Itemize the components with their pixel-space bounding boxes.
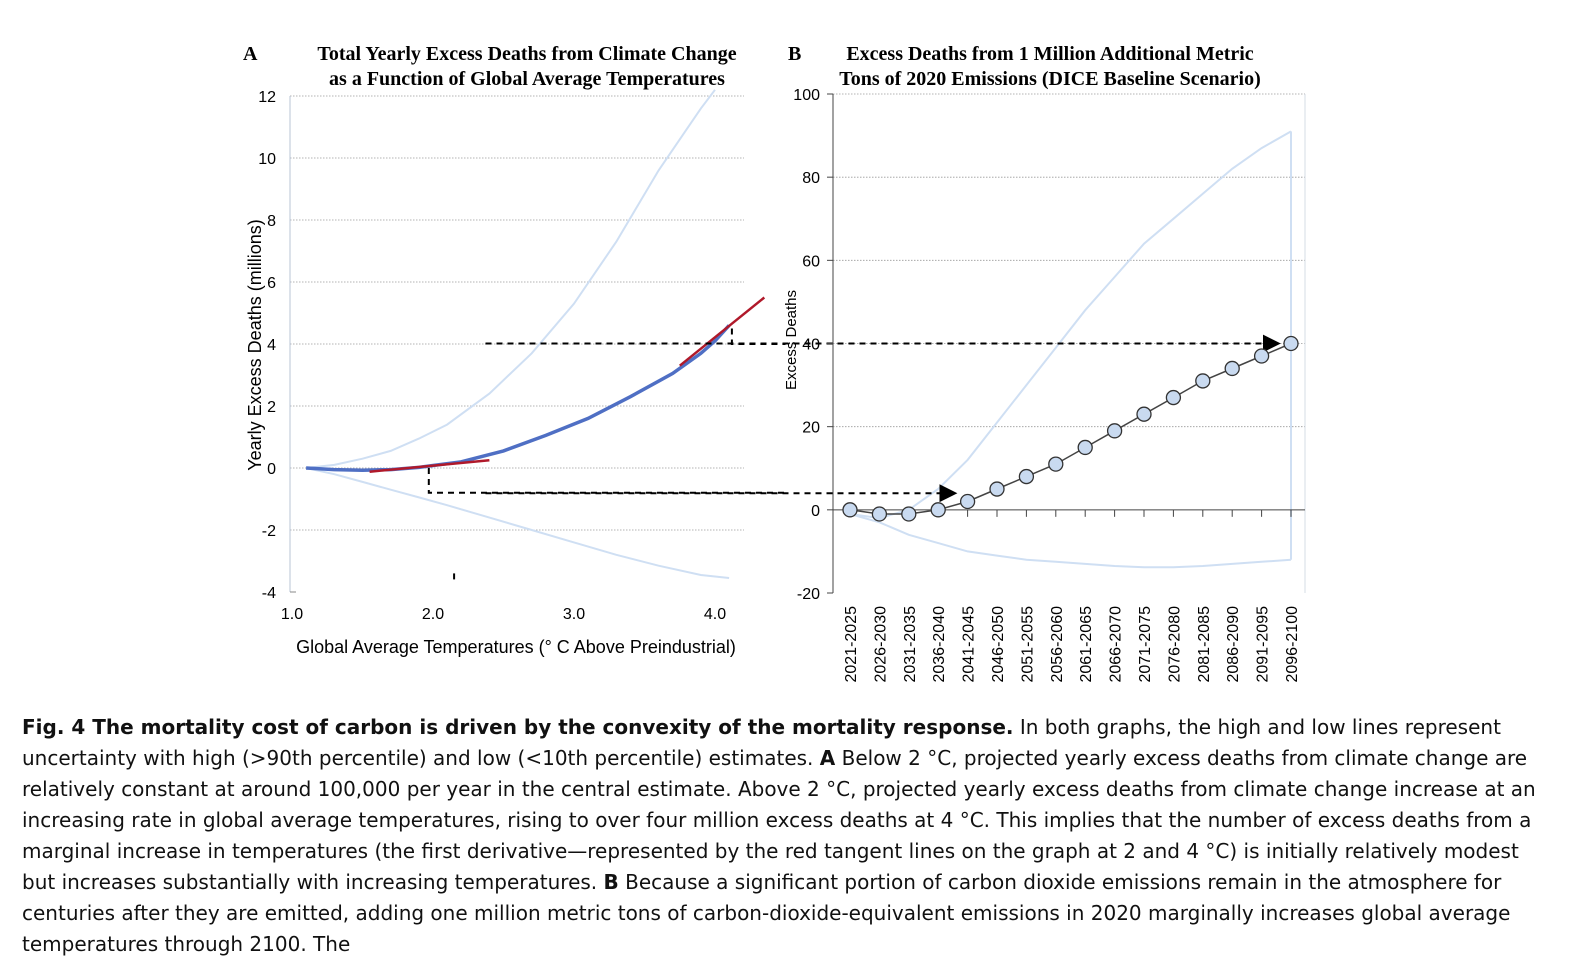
panel-a-y-tick-label: 8 <box>267 213 276 230</box>
panel-b-y-tick-label: -20 <box>797 586 820 603</box>
panel-b-y-tick-label: 0 <box>811 503 820 520</box>
panel-b-x-tick-label: 2066-2070 <box>1108 606 1125 683</box>
panel-a-letter: A <box>243 43 258 65</box>
panel-a-title-line1: Total Yearly Excess Deaths from Climate … <box>317 43 736 65</box>
panel-b-x-tick-label: 2076-2080 <box>1166 606 1183 683</box>
caption-label-a: A <box>820 746 835 770</box>
panel-b-guide-arrows <box>486 344 1280 494</box>
panel-a-tangent-lines <box>370 298 765 472</box>
panel-a-central-line <box>306 325 729 470</box>
panel-b-x-tick-label: 2086-2090 <box>1225 606 1242 683</box>
panel-a-axes: 12 10 8 6 4 2 0 -2 -4 1.0 2.0 3.0 4.0 <box>258 89 726 623</box>
panel-b-data-point <box>1196 374 1210 388</box>
panel-a-y-tick-label: 6 <box>267 275 276 292</box>
panel-a-low-estimate-line <box>306 468 729 578</box>
panel-b-y-tick-label: 80 <box>802 170 820 187</box>
panel-b-letter: B <box>788 43 801 65</box>
panel-b-y-tick-label: 60 <box>802 253 820 270</box>
panel-b-uncertainty-lines <box>850 131 1291 567</box>
panel-a-guide-line <box>429 468 786 493</box>
panel-b-data-point <box>1255 349 1269 363</box>
figure-4-charts: A Total Yearly Excess Deaths from Climat… <box>0 0 1591 700</box>
panel-b-x-tick-label: 2071-2075 <box>1137 606 1154 683</box>
panel-a-y-tick-label: -4 <box>262 585 276 602</box>
panel-a-guide-line <box>732 329 786 345</box>
panel-b-y-tick-label: 100 <box>793 87 820 104</box>
panel-b-data-point <box>1284 337 1298 351</box>
panel-a-y-tick-label: 12 <box>258 89 276 106</box>
panel-b-high-estimate-line <box>850 131 1291 518</box>
panel-b-x-tick-label: 2051-2055 <box>1019 606 1036 683</box>
panel-b-data-point <box>1137 407 1151 421</box>
panel-b-x-tick-label: 2096-2100 <box>1284 606 1301 683</box>
panel-a-x-tick-label: 2.0 <box>422 606 444 623</box>
panel-b-x-tick-label: 2031-2035 <box>902 606 919 683</box>
panel-b-x-tick-label: 2081-2085 <box>1196 606 1213 683</box>
panel-b-y-tick-label: 20 <box>802 420 820 437</box>
panel-a-tangent-line <box>680 298 765 366</box>
panel-b-data-point <box>843 503 857 517</box>
panel-b-data-point <box>902 507 916 521</box>
panel-a-y-tick-label: 2 <box>267 399 276 416</box>
panel-a-x-tick-label: 4.0 <box>704 606 726 623</box>
panel-a-x-axis-label: Global Average Temperatures (° C Above P… <box>296 637 736 657</box>
panel-a-y-tick-label: 4 <box>267 337 276 354</box>
panel-b-central-series <box>843 337 1298 521</box>
panel-a-gridlines <box>290 96 744 530</box>
panel-b-axes: 100 80 60 40 20 0 -20 2021-2025 2026-2030 2031-20… <box>793 87 1305 683</box>
caption-label-b: B <box>604 870 619 894</box>
caption-title: Fig. 4 The mortality cost of carbon is d… <box>22 715 1014 739</box>
panel-a-high-estimate-line <box>306 90 715 468</box>
panel-a-y-axis-label: Yearly Excess Deaths (millions) <box>245 219 265 470</box>
panel-b-title-line1: Excess Deaths from 1 Million Additional … <box>846 43 1253 65</box>
panel-b-x-tick-label: 2056-2060 <box>1049 606 1066 683</box>
panel-a-uncertainty-lines <box>306 90 729 578</box>
panel-a-title-line2: as a Function of Global Average Temperat… <box>329 68 725 90</box>
panel-b-x-tick-label: 2091-2095 <box>1255 606 1272 683</box>
figure-caption: Fig. 4 The mortality cost of carbon is d… <box>22 712 1552 960</box>
panel-b-x-tick-label: 2061-2065 <box>1078 606 1095 683</box>
panel-b-data-point <box>1078 440 1092 454</box>
panel-b-data-point <box>990 482 1004 496</box>
panel-b-x-tick-label: 2041-2045 <box>961 606 978 683</box>
panel-b-title-line2: Tons of 2020 Emissions (DICE Baseline Sc… <box>839 68 1261 90</box>
panel-b-data-point <box>1019 470 1033 484</box>
panel-b-data-point <box>1166 391 1180 405</box>
panel-a-x-tick-label: 3.0 <box>563 606 585 623</box>
panel-b-x-tick-label: 2026-2030 <box>872 606 889 683</box>
panel-b-data-point <box>961 495 975 509</box>
panel-b-low-estimate-line <box>850 514 1291 567</box>
panel-b-x-tick-label: 2021-2025 <box>843 606 860 683</box>
panel-a-y-tick-label: -2 <box>262 523 276 540</box>
panel-a-y-tick-label: 10 <box>258 151 276 168</box>
panel-b-data-point <box>1225 361 1239 375</box>
panel-b-data-point <box>872 507 886 521</box>
panel-b-y-tick-label: 40 <box>802 337 820 354</box>
panel-a-x-tick-label: 1.0 <box>281 606 303 623</box>
panel-a-y-tick-label: 0 <box>267 461 276 478</box>
panel-b-data-point <box>1049 457 1063 471</box>
panel-b-x-tick-label: 2036-2040 <box>931 606 948 683</box>
panel-b-x-tick-label: 2046-2050 <box>990 606 1007 683</box>
panel-b-data-point <box>1108 424 1122 438</box>
panel-b-y-axis-label: Excess Deaths <box>783 290 800 390</box>
panel-a-central-estimate-line <box>306 325 729 470</box>
panel-b-data-point <box>931 503 945 517</box>
